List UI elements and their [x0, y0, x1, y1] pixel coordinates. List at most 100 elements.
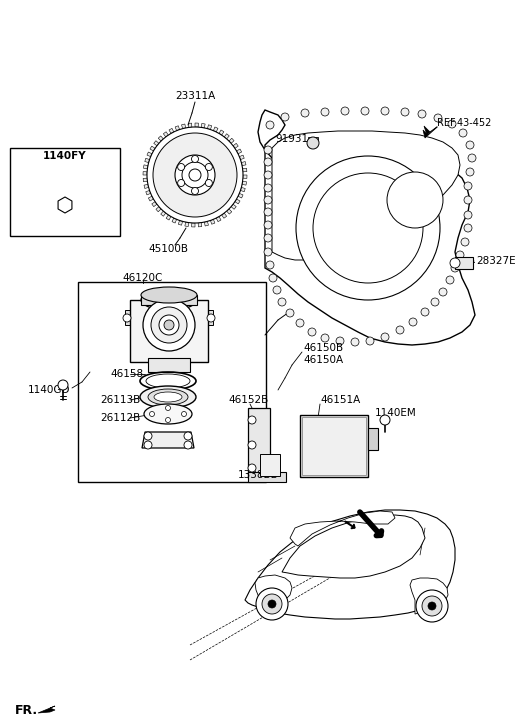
Text: 1140GD: 1140GD	[28, 385, 71, 395]
Circle shape	[175, 155, 215, 195]
Circle shape	[448, 120, 456, 128]
Circle shape	[189, 169, 201, 181]
Bar	[10, 148, 120, 236]
Text: 46151A: 46151A	[320, 395, 360, 405]
Polygon shape	[198, 222, 202, 227]
Polygon shape	[255, 575, 292, 610]
Circle shape	[184, 441, 192, 449]
Circle shape	[264, 158, 272, 166]
Polygon shape	[172, 218, 177, 223]
Circle shape	[450, 258, 460, 268]
Circle shape	[366, 337, 374, 345]
Circle shape	[351, 338, 359, 346]
Circle shape	[207, 314, 215, 322]
Polygon shape	[272, 131, 460, 260]
Circle shape	[192, 156, 199, 163]
Circle shape	[396, 326, 404, 334]
Circle shape	[182, 411, 186, 417]
Text: 46158: 46158	[110, 369, 143, 379]
Polygon shape	[150, 146, 155, 151]
Bar	[78, 282, 266, 482]
Circle shape	[150, 411, 155, 417]
Circle shape	[143, 299, 195, 351]
Polygon shape	[161, 211, 166, 216]
Circle shape	[248, 464, 256, 472]
Circle shape	[192, 188, 199, 195]
Polygon shape	[245, 510, 455, 619]
Circle shape	[446, 276, 454, 284]
Circle shape	[466, 141, 474, 149]
Polygon shape	[238, 193, 243, 198]
Circle shape	[464, 224, 472, 232]
Polygon shape	[241, 188, 245, 192]
Circle shape	[182, 162, 208, 188]
Polygon shape	[201, 124, 205, 128]
Polygon shape	[208, 125, 212, 129]
Circle shape	[464, 196, 472, 204]
Circle shape	[269, 274, 277, 282]
Circle shape	[147, 127, 243, 223]
Polygon shape	[233, 143, 238, 148]
Polygon shape	[308, 137, 318, 140]
Circle shape	[264, 184, 272, 192]
Circle shape	[153, 133, 237, 217]
Circle shape	[166, 417, 170, 422]
Bar	[368, 428, 378, 450]
Polygon shape	[290, 511, 395, 546]
Polygon shape	[282, 515, 425, 578]
Circle shape	[264, 248, 272, 256]
Circle shape	[266, 261, 274, 269]
Circle shape	[281, 113, 289, 121]
Circle shape	[301, 109, 309, 117]
Circle shape	[296, 156, 440, 300]
Circle shape	[144, 441, 152, 449]
Bar	[248, 408, 270, 478]
Polygon shape	[227, 209, 232, 214]
Circle shape	[205, 164, 212, 171]
Circle shape	[205, 180, 212, 187]
Circle shape	[381, 107, 389, 115]
Polygon shape	[231, 204, 236, 209]
Circle shape	[466, 168, 474, 176]
Circle shape	[381, 333, 389, 341]
Ellipse shape	[141, 287, 197, 303]
Circle shape	[264, 221, 272, 229]
Polygon shape	[229, 138, 234, 143]
Circle shape	[296, 319, 304, 327]
Polygon shape	[221, 213, 227, 218]
Circle shape	[336, 337, 344, 345]
Circle shape	[61, 201, 69, 209]
Circle shape	[178, 180, 185, 187]
Circle shape	[401, 108, 409, 116]
Polygon shape	[219, 130, 224, 135]
Circle shape	[464, 182, 472, 190]
Circle shape	[461, 238, 469, 246]
Text: 23311A: 23311A	[175, 91, 215, 101]
Circle shape	[166, 406, 170, 411]
Polygon shape	[243, 175, 247, 178]
Circle shape	[248, 441, 256, 449]
Polygon shape	[143, 165, 148, 169]
Polygon shape	[38, 706, 55, 713]
Circle shape	[341, 107, 349, 115]
Text: 45100B: 45100B	[148, 244, 188, 254]
Polygon shape	[178, 220, 183, 225]
Text: 46120C: 46120C	[123, 273, 163, 283]
Ellipse shape	[148, 389, 188, 405]
Circle shape	[151, 307, 187, 343]
Text: 1140FY: 1140FY	[43, 151, 87, 161]
Polygon shape	[237, 149, 242, 154]
Polygon shape	[424, 126, 430, 135]
Polygon shape	[142, 432, 194, 448]
Polygon shape	[166, 215, 171, 220]
Circle shape	[459, 129, 467, 137]
Circle shape	[164, 320, 174, 330]
Bar	[302, 417, 366, 475]
Polygon shape	[235, 199, 240, 204]
Polygon shape	[145, 158, 150, 163]
Polygon shape	[243, 168, 247, 172]
Text: REF.43-452: REF.43-452	[437, 118, 491, 128]
Circle shape	[418, 110, 426, 118]
Circle shape	[58, 380, 68, 390]
Text: 46152B: 46152B	[228, 395, 268, 405]
